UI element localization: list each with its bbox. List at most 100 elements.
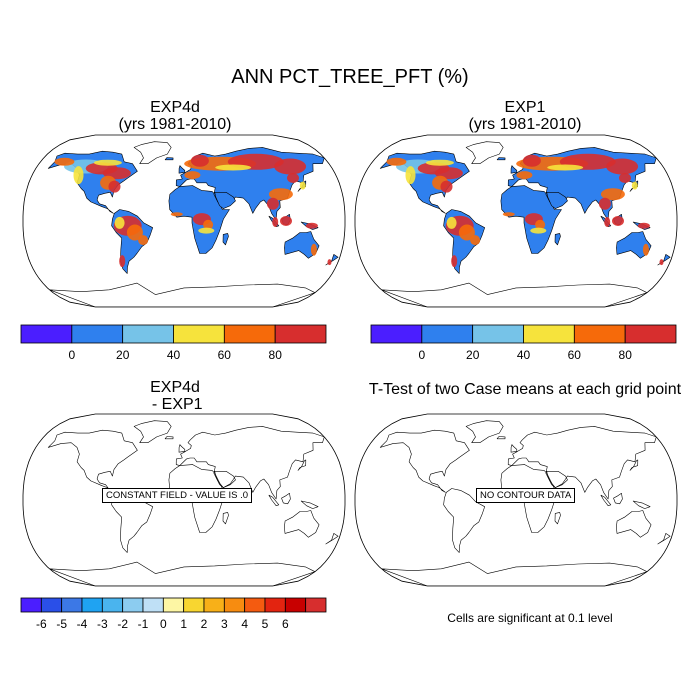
landmass-japan (297, 459, 307, 471)
colorbar-tick-label: 1 (180, 617, 187, 631)
colorbar-box (472, 324, 524, 344)
colorbar-tick-label: 20 (116, 348, 130, 362)
map-border (22, 413, 346, 587)
tree-cover-patch (522, 154, 541, 167)
colorbar-box (264, 597, 286, 613)
landmass-uk (510, 165, 518, 174)
tree-cover-patch (405, 166, 416, 185)
landmass-greenland (133, 420, 172, 443)
landmass-japan (629, 459, 639, 471)
tree-cover-patch (184, 171, 201, 180)
colorbar-box (370, 324, 423, 344)
colorbar-tick-label: 2 (201, 617, 208, 631)
colorbar-box (71, 324, 124, 344)
landmass-madagascar (554, 233, 561, 246)
tree-cover-patch (138, 235, 149, 246)
tree-cover-patch (659, 259, 664, 266)
landmass-borneo (613, 493, 623, 505)
panel2-years: (yrs 1981-2010) (468, 116, 582, 133)
colorbar-box (284, 597, 307, 613)
colorbar-box (81, 597, 103, 613)
landmass-antarctica (381, 561, 648, 586)
landmass-arabia (546, 471, 568, 488)
tree-cover-patch (108, 180, 121, 193)
colorbar-box (101, 597, 124, 613)
tree-cover-patch (327, 259, 332, 266)
landmass-madagascar (554, 512, 561, 525)
landmass-madagascar (222, 233, 229, 246)
constant-field-message: CONSTANT FIELD - VALUE IS .0 (102, 488, 253, 503)
colorbar-box (223, 324, 276, 344)
tree-cover-patch (598, 197, 611, 210)
landmass-north-america (379, 429, 470, 493)
landmass-eurasia (507, 426, 657, 500)
tree-cover-patch (126, 224, 143, 241)
colorbar-box (40, 597, 63, 613)
panel1-case-name: EXP4d (150, 99, 200, 116)
landmass-australia (284, 231, 320, 259)
colorbar-tick-label: 6 (282, 617, 289, 631)
panel2-title: EXP1 (yrs 1981-2010) (375, 99, 675, 133)
tree-cover-patch (198, 227, 215, 234)
tree-cover-patch (470, 235, 481, 246)
colorbar-tick-label: 5 (262, 617, 269, 631)
tree-cover-patch (305, 222, 318, 229)
colorbar-tick-label: 0 (160, 617, 167, 631)
colorbar-box (20, 324, 73, 344)
tree-cover-patch (446, 216, 457, 229)
map-border (22, 134, 346, 308)
tree-cover-patch (547, 164, 584, 171)
landmass-borneo (281, 493, 291, 505)
landmass-iceland (496, 436, 506, 440)
colorbar-box (203, 597, 225, 613)
panel3-minus-case: - EXP1 (147, 396, 203, 413)
colorbar-tick-label: -5 (56, 617, 67, 631)
landmass-sumatra (268, 494, 280, 506)
colorbar-tick-label: 80 (269, 348, 283, 362)
colorbar-tick-label: -1 (138, 617, 149, 631)
significance-note: Cells are significant at 0.1 level (447, 611, 613, 625)
landmass-north-america (47, 429, 138, 493)
colorbar-box (244, 597, 266, 613)
landmass-new-zealand (657, 533, 671, 545)
landmass-uk (510, 444, 518, 453)
tree-cover-patch (535, 219, 546, 230)
colorbar-box (122, 324, 174, 344)
landmass-arabia (214, 471, 236, 488)
colorbar-tick-label: 0 (418, 348, 425, 362)
colorbar-tick-label: 20 (466, 348, 480, 362)
tree-cover-patch (93, 159, 122, 166)
tree-cover-patch (268, 188, 293, 201)
landmass-greenland (133, 141, 172, 164)
landmass-arabia (214, 192, 236, 209)
colorbar-box (223, 597, 246, 613)
tree-cover-patch (119, 255, 126, 268)
tree-cover-patch (266, 197, 279, 210)
colorbar-box (183, 597, 205, 613)
landmass-new-guinea (300, 500, 319, 509)
colorbar-tick-label: 60 (568, 348, 582, 362)
tree-cover-patch (114, 216, 125, 229)
panel2-case-name: EXP1 (504, 99, 546, 116)
colorbar-box (122, 597, 144, 613)
tree-cover-patch (425, 159, 454, 166)
colorbar-box (162, 597, 185, 613)
colorbar-box (173, 324, 225, 344)
colorbar-tick-label: -4 (77, 617, 88, 631)
tree-cover-patch (600, 188, 625, 201)
landmass-madagascar (222, 512, 229, 525)
colorbar-box (142, 597, 164, 613)
colorbar-exp1: 0 20 40 60 80 (370, 324, 677, 362)
landmass-sumatra (600, 494, 612, 506)
panel3-case-name: EXP4d (150, 379, 200, 396)
landmass-uk (178, 165, 186, 174)
landmass-australia (616, 510, 652, 538)
tree-cover-patch (604, 217, 611, 227)
tree-cover-patch (310, 243, 317, 256)
landmass-south-america (443, 488, 485, 553)
colorbar-box (421, 324, 474, 344)
colorbar-exp4d: 0 20 40 60 80 (20, 324, 327, 362)
map-panel-exp4d (22, 134, 346, 308)
tree-cover-patch (530, 227, 547, 234)
landmass-greenland (465, 420, 504, 443)
